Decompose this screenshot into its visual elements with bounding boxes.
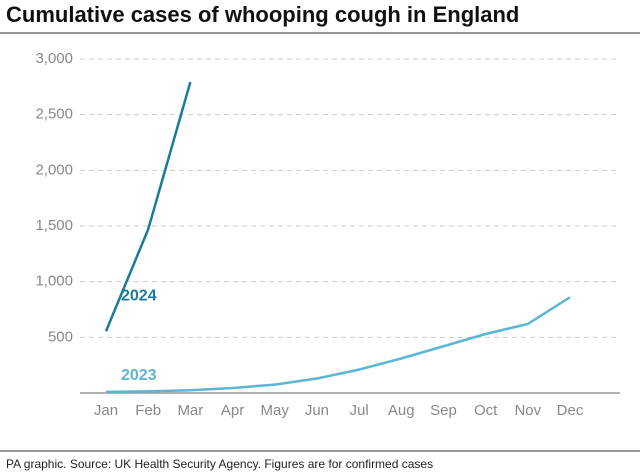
x-tick-label: Sep <box>430 402 457 419</box>
x-tick-label: May <box>261 402 290 419</box>
y-tick-label: 500 <box>48 328 73 345</box>
series-line <box>104 81 192 332</box>
x-tick-label: Jul <box>349 402 368 419</box>
footer: PA graphic. Source: UK Health Security A… <box>6 457 433 471</box>
y-tick-label: 1,500 <box>35 217 73 234</box>
chart-title: Cumulative cases of whooping cough in En… <box>6 2 519 27</box>
y-tick-label: 2,000 <box>35 161 73 178</box>
x-tick-label: Mar <box>177 402 203 419</box>
x-tick-label: Aug <box>388 402 415 419</box>
y-tick-label: 2,500 <box>35 106 73 123</box>
x-tick-label: Dec <box>557 402 584 419</box>
y-tick-label: 1,000 <box>35 273 73 290</box>
series-label: 2024 <box>121 287 157 304</box>
x-tick-label: Feb <box>135 402 161 419</box>
y-tick-label: 3,000 <box>35 50 73 67</box>
x-tick-label: Jan <box>94 402 118 419</box>
x-tick-label: Nov <box>514 402 541 419</box>
x-tick-label: Jun <box>305 402 329 419</box>
x-tick-label: Apr <box>221 402 244 419</box>
series-line <box>105 296 571 394</box>
series-label: 2023 <box>121 367 157 384</box>
x-tick-label: Oct <box>474 402 498 419</box>
